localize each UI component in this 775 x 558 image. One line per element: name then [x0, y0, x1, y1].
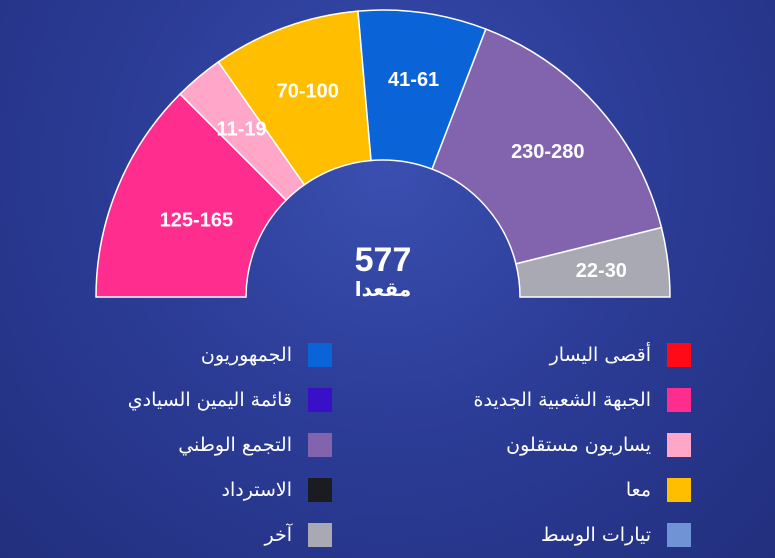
- slice-230-280: [431, 28, 663, 265]
- legend-item: معا: [626, 473, 691, 507]
- legend-label: تيارات الوسط: [540, 524, 651, 546]
- legend-swatch: [308, 523, 332, 547]
- legend-item: آخر: [264, 518, 332, 552]
- legend-swatch: [308, 478, 332, 502]
- legend-label: آخر: [264, 524, 292, 546]
- slice-label-41-61: 41-61: [388, 69, 439, 91]
- legend-item: تيارات الوسط: [541, 518, 691, 552]
- legend-item: يساريون مستقلون: [506, 428, 691, 462]
- legend-swatch: [308, 433, 332, 457]
- legend-swatch: [667, 388, 691, 412]
- slice-label-230-280: 230-280: [511, 141, 584, 163]
- legend-swatch: [667, 343, 691, 367]
- legend-swatch: [667, 523, 691, 547]
- slice-label-70-100: 70-100: [277, 80, 339, 102]
- legend: أقصى اليسار الجبهة الشعبية الجديدة يساريون…: [0, 330, 775, 558]
- slice-label-22-30: 22-30: [576, 260, 627, 282]
- slice-label-11-19: 11-19: [217, 118, 267, 140]
- legend-label: أقصى اليسار: [549, 344, 651, 366]
- legend-label: الجمهوريون: [200, 344, 292, 366]
- legend-swatch: [308, 388, 332, 412]
- legend-item: الجمهوريون: [201, 338, 332, 372]
- legend-swatch: [667, 433, 691, 457]
- legend-swatch: [308, 343, 332, 367]
- legend-swatch: [667, 478, 691, 502]
- legend-label: الجبهة الشعبية الجديدة: [473, 389, 651, 411]
- legend-item: قائمة اليمين السيادي: [128, 383, 332, 417]
- slice-22-30: [515, 226, 671, 298]
- legend-item: التجمع الوطني: [178, 428, 332, 462]
- slice-label-125-165: 125-165: [160, 210, 233, 232]
- legend-item: الاسترداد: [222, 473, 332, 507]
- legend-label: معا: [625, 479, 651, 501]
- legend-label: التجمع الوطني: [178, 434, 292, 456]
- legend-item: الجبهة الشعبية الجديدة: [474, 383, 691, 417]
- legend-label: يساريون مستقلون: [506, 434, 651, 456]
- total-seats-number: 577: [355, 241, 412, 279]
- legend-item: أقصى اليسار: [550, 338, 691, 372]
- legend-label: الاسترداد: [221, 479, 292, 501]
- total-seats-caption: مقعدا: [355, 277, 411, 301]
- legend-label: قائمة اليمين السيادي: [127, 389, 292, 411]
